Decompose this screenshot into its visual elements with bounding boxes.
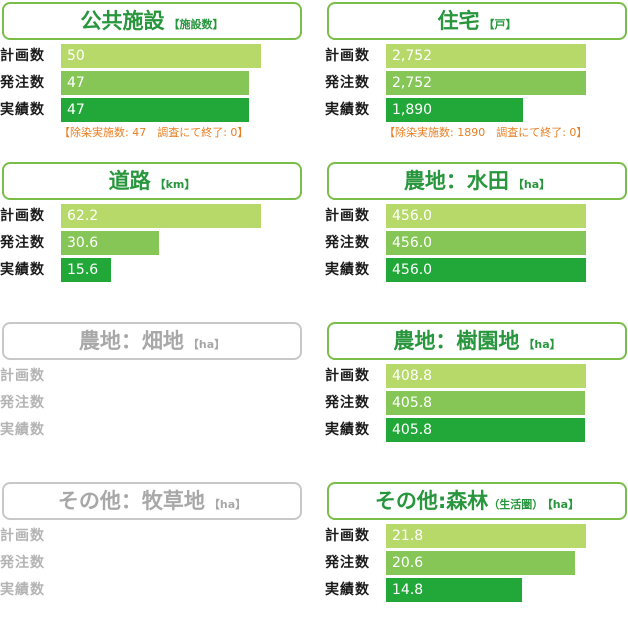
bar-completed: 47 [61,98,249,122]
chart-title: 道路 [108,169,151,193]
chart-title: 農地：水田 [403,169,509,193]
category-label-planned: 計画数 [0,208,45,224]
chart-title: 農地：樹園地 [393,329,520,353]
bar-ordered: 20.6 [386,551,575,575]
chart-unit: 【km】 [154,178,196,191]
bar-completed: 456.0 [386,258,586,282]
chart-panel: 公共施設 【施設数】計画数 50 発注数 47 実績数 47 【除染実施数: 47 調査にて終… [0,0,303,158]
bar-planned: 21.8 [386,524,586,548]
chart-header: 住宅 【戸】 [327,2,627,40]
bar-completed: 15.6 [61,258,111,282]
bar-planned: 50 [61,44,261,68]
bar-value-label: 1,890 [392,102,433,118]
bar-value-label: 21.8 [392,528,424,544]
chart-unit: 【ha】 [208,498,247,511]
category-label-completed: 実績数 [325,582,370,598]
chart-panel: 住宅 【戸】計画数 2,752 発注数 2,752 実績数 1,890 【除染実施数: 189… [325,0,628,158]
bar-value-label: 2,752 [392,75,433,91]
category-label-completed: 実績数 [325,262,370,278]
category-label-planned: 計画数 [325,528,370,544]
category-label-completed: 実績数 [325,422,370,438]
chart-header: 公共施設 【施設数】 [2,2,302,40]
category-label-planned: 計画数 [0,368,45,384]
bar-value-label: 456.0 [392,208,433,224]
category-label-ordered: 発注数 [0,235,45,251]
bar-value-label: 405.8 [392,395,433,411]
bar-completed: 1,890 [386,98,523,122]
chart-subtitle: （生活圏） [488,498,544,511]
category-label-completed: 実績数 [0,422,45,438]
chart-unit: 【戸】 [483,18,517,31]
chart-panel: 農地：樹園地 【ha】計画数 408.8 発注数 405.8 実績数 405.8 [325,320,628,478]
bar-ordered: 47 [61,71,249,95]
bar-value-label: 62.2 [67,208,99,224]
bar-planned: 408.8 [386,364,586,388]
bar-ordered: 456.0 [386,231,586,255]
bar-value-label: 2,752 [392,48,433,64]
bar-planned: 62.2 [61,204,261,228]
category-label-ordered: 発注数 [325,235,370,251]
category-label-planned: 計画数 [325,208,370,224]
category-label-ordered: 発注数 [0,395,45,411]
chart-header: 道路 【km】 [2,162,302,200]
category-label-planned: 計画数 [0,48,45,64]
chart-title: 公共施設 [80,9,165,33]
bar-planned: 456.0 [386,204,586,228]
chart-header: 農地：畑地 【ha】 [2,322,302,360]
chart-panel: その他:森林（生活圏） 【ha】計画数 21.8 発注数 20.6 実績数 14.8 [325,480,628,638]
category-label-ordered: 発注数 [325,75,370,91]
category-label-ordered: 発注数 [325,395,370,411]
chart-title: その他:森林 [374,489,489,513]
bar-value-label: 456.0 [392,262,433,278]
chart-note: 【除染実施数: 1890 調査にて終了: 0】 [384,126,588,139]
chart-panel: 農地：水田 【ha】計画数 456.0 発注数 456.0 実績数 456.0 [325,160,628,318]
chart-header: その他:森林（生活圏） 【ha】 [327,482,627,520]
chart-header: その他：牧草地 【ha】 [2,482,302,520]
chart-unit: 【ha】 [512,178,551,191]
category-label-completed: 実績数 [0,102,45,118]
bar-value-label: 50 [67,48,85,64]
category-label-planned: 計画数 [325,48,370,64]
bar-ordered: 30.6 [61,231,159,255]
bar-completed: 14.8 [386,578,522,602]
chart-note: 【除染実施数: 47 調査にて終了: 0】 [59,126,249,139]
bar-ordered: 405.8 [386,391,585,415]
category-label-planned: 計画数 [325,368,370,384]
category-label-ordered: 発注数 [325,555,370,571]
chart-title: 住宅 [437,9,480,33]
bar-value-label: 14.8 [392,582,424,598]
bar-value-label: 30.6 [67,235,99,251]
bar-planned: 2,752 [386,44,586,68]
bar-value-label: 456.0 [392,235,433,251]
chart-unit: 【ha】 [547,498,580,511]
chart-header: 農地：水田 【ha】 [327,162,627,200]
chart-unit: 【施設数】 [168,18,224,31]
category-label-planned: 計画数 [0,528,45,544]
chart-unit: 【ha】 [523,338,561,351]
bar-value-label: 47 [67,102,85,118]
category-label-ordered: 発注数 [0,555,45,571]
bar-value-label: 405.8 [392,422,433,438]
category-label-completed: 実績数 [0,262,45,278]
chart-header: 農地：樹園地 【ha】 [327,322,627,360]
chart-title: 農地：畑地 [78,329,184,353]
bar-completed: 405.8 [386,418,585,442]
category-label-completed: 実績数 [0,582,45,598]
bar-value-label: 47 [67,75,85,91]
chart-panel: 農地：畑地 【ha】計画数発注数実績数 [0,320,303,478]
chart-unit: 【ha】 [187,338,226,351]
bar-value-label: 15.6 [67,262,99,278]
bar-value-label: 408.8 [392,368,433,384]
chart-panel: その他：牧草地 【ha】計画数発注数実績数 [0,480,303,638]
chart-panel: 道路 【km】計画数 62.2 発注数 30.6 実績数 15.6 [0,160,303,318]
category-label-ordered: 発注数 [0,75,45,91]
chart-title: その他：牧草地 [57,489,205,513]
bar-ordered: 2,752 [386,71,586,95]
bar-value-label: 20.6 [392,555,424,571]
category-label-completed: 実績数 [325,102,370,118]
